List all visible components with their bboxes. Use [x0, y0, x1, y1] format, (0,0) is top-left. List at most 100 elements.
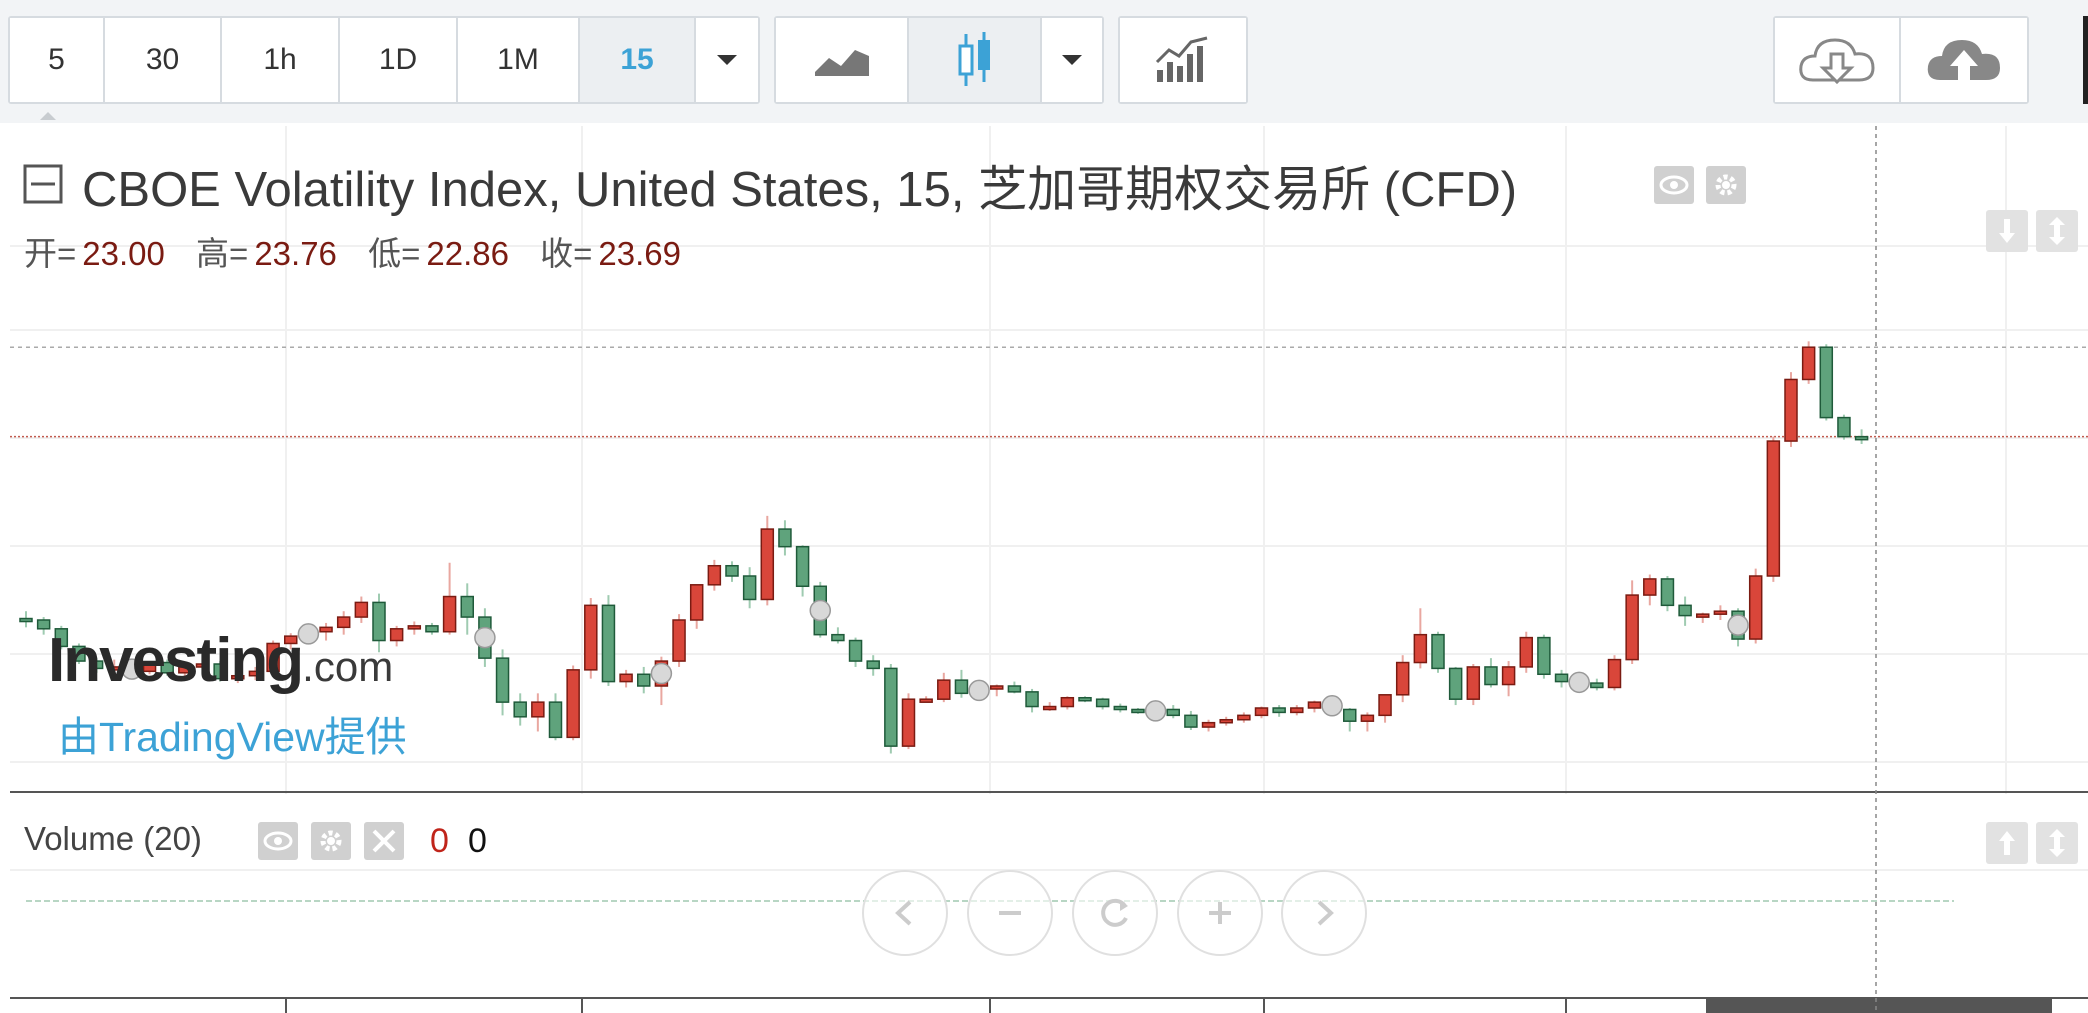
interval-5[interactable]: 5 [10, 18, 105, 102]
interval-1d[interactable]: 1D [340, 18, 458, 102]
interval-group: 5 30 1h 1D 1M 15 [8, 16, 760, 104]
interval-dropdown[interactable] [696, 18, 758, 102]
candle-body [672, 619, 686, 662]
candle-body [1448, 667, 1463, 700]
toolbar-edge [2083, 16, 2088, 104]
scale-down-icon[interactable] [1986, 210, 2028, 252]
load-chart-button[interactable] [1775, 18, 1901, 102]
interval-30[interactable]: 30 [105, 18, 222, 102]
chevron-down-icon [1062, 55, 1082, 65]
candle-body [778, 528, 792, 548]
candle-body [513, 701, 527, 718]
candle-body [1290, 707, 1304, 714]
candle-body [1184, 714, 1198, 728]
volume-auto-scale-icon[interactable] [2036, 822, 2078, 864]
reset-button[interactable] [1072, 870, 1158, 956]
event-marker [1568, 671, 1590, 694]
chart-type-dropdown[interactable] [1042, 18, 1102, 102]
candle-body [1131, 708, 1145, 714]
candle-body [231, 674, 245, 680]
candle-body [460, 595, 474, 618]
candle-body [848, 639, 863, 662]
candle-body [1784, 378, 1798, 442]
candle-body [1696, 613, 1710, 618]
zoom-in-button[interactable] [1177, 870, 1263, 956]
event-marker [1144, 700, 1167, 722]
candle-body [1554, 673, 1569, 683]
candle-body [1343, 708, 1357, 722]
scroll-left-button[interactable] [862, 870, 948, 956]
interval-1m[interactable]: 1M [458, 18, 580, 102]
scroll-right-button[interactable] [1281, 870, 1367, 956]
cloud-group [1773, 16, 2029, 104]
indicators-button[interactable] [1120, 18, 1246, 102]
candle-body [619, 673, 633, 683]
candle-body [760, 528, 775, 601]
candle-body [1713, 610, 1728, 615]
indicators-group [1118, 16, 1248, 104]
close-icon[interactable] [364, 822, 404, 860]
volume-value-b: 0 [468, 822, 487, 860]
candle-body [1201, 721, 1216, 728]
candle-body [637, 673, 651, 687]
candle-body [1219, 718, 1233, 724]
candle-body [1360, 714, 1375, 722]
candle-body [160, 661, 174, 674]
candle-body [195, 663, 210, 668]
chart-type-group [774, 16, 1104, 104]
candle-body [1166, 708, 1180, 717]
time-scrollbar [1706, 998, 2052, 1013]
chevron-down-icon [717, 55, 737, 65]
zoom-out-button[interactable] [967, 870, 1053, 956]
high-label: 高= [196, 235, 249, 272]
interval-1h[interactable]: 1h [222, 18, 340, 102]
candle-body [107, 666, 121, 671]
interval-15[interactable]: 15 [580, 18, 696, 102]
candle-body [584, 604, 598, 671]
candle-body [319, 626, 333, 633]
gear-icon[interactable] [1706, 166, 1746, 204]
candle-body [795, 545, 810, 588]
high-value: 23.76 [254, 235, 337, 272]
candle-body [442, 595, 457, 633]
candle-body [1801, 346, 1816, 381]
candle-body [1678, 604, 1692, 617]
candle-body [601, 604, 616, 683]
eye-icon[interactable] [1654, 166, 1694, 204]
candle-body [72, 645, 86, 662]
candle-body [937, 679, 951, 700]
candle-body [1095, 698, 1110, 708]
candle-body [1307, 701, 1322, 709]
candle-body [1590, 682, 1604, 689]
candle-body [919, 698, 933, 703]
candle-body [1078, 696, 1092, 702]
candle-body [742, 575, 757, 601]
candle-body [1766, 440, 1781, 577]
candle-body [1748, 575, 1763, 640]
plus-icon [1209, 902, 1231, 924]
candle-body [89, 660, 104, 670]
candlestick-chart-button[interactable] [909, 18, 1042, 102]
event-marker [297, 623, 320, 645]
chevron-right-icon [1317, 900, 1334, 926]
candlestick-icon [958, 32, 990, 86]
auto-scale-icon[interactable] [2036, 210, 2078, 252]
cloud-upload-icon [1927, 40, 2000, 82]
gear-icon[interactable] [311, 822, 351, 860]
collapse-legend-icon[interactable] [23, 164, 63, 204]
candle-body [1237, 714, 1251, 721]
open-label: 开= [24, 235, 77, 272]
volume-title: Volume (20) [24, 820, 202, 857]
candle-body [689, 584, 704, 621]
candle-body [1537, 636, 1551, 676]
event-marker [650, 662, 673, 685]
eye-icon[interactable] [258, 822, 298, 860]
candle-body [336, 616, 351, 629]
candle-body [425, 625, 439, 633]
volume-value-a: 0 [430, 822, 449, 860]
collapse-arrow-icon[interactable] [38, 110, 58, 122]
low-label: 低= [368, 235, 421, 272]
scale-up-icon[interactable] [1986, 822, 2028, 864]
line-chart-button[interactable] [776, 18, 909, 102]
save-chart-button[interactable] [1901, 18, 2027, 102]
